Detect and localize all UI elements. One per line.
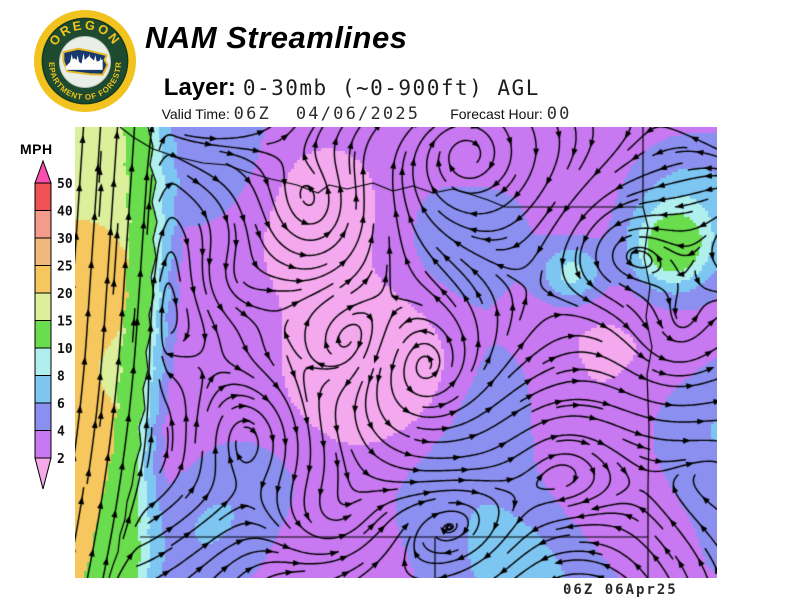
- legend-tick-label: 15: [57, 315, 73, 330]
- legend-band: [34, 210, 52, 239]
- legend-tick-label: 4: [57, 425, 65, 440]
- legend-band: [34, 320, 52, 349]
- odf-logo: OREGON DEPARTMENT OF FORESTRY: [33, 9, 137, 113]
- legend-tick-label: 20: [57, 287, 73, 302]
- legend-units-label: MPH: [20, 141, 53, 157]
- model-run-stamp: 06Z 06Apr25: [563, 582, 678, 598]
- legend-band: [34, 402, 52, 431]
- forest-trees-icon: [69, 53, 103, 67]
- legend-tick-label: 2: [57, 452, 65, 467]
- forecast-hour-value: 00: [546, 104, 572, 124]
- legend-tick-label: 30: [57, 232, 73, 247]
- time-line: Valid Time: 06Z 04/06/2025 Forecast Hour:…: [146, 88, 572, 140]
- wind-speed-legend: MPH 50 40 30 25 20 15 10 8 6 4 2: [10, 141, 94, 495]
- legend-tick-label: 10: [57, 342, 73, 357]
- valid-time-value: 06Z 04/06/2025: [233, 104, 421, 124]
- legend-band: [34, 237, 52, 266]
- legend-band: [34, 375, 52, 404]
- layer-value: 0-30mb (~0-900ft) AGL: [242, 76, 540, 100]
- layer-line: Layer: 0-30mb (~0-900ft) AGL: [146, 56, 540, 120]
- legend-tick-label: 8: [57, 370, 65, 385]
- legend-arrow-bottom: [34, 457, 52, 490]
- legend-tick-label: 6: [57, 397, 65, 412]
- legend-band: [34, 182, 52, 211]
- legend-band: [34, 430, 52, 459]
- page-title: NAM Streamlines: [145, 20, 408, 55]
- legend-tick-label: 25: [57, 260, 73, 275]
- layer-label: Layer:: [163, 74, 236, 101]
- legend-band: [34, 347, 52, 376]
- forecast-hour-label: Forecast Hour:: [450, 106, 547, 122]
- legend-tick-label: 40: [57, 205, 73, 220]
- legend-band: [34, 292, 52, 321]
- legend-band: [34, 265, 52, 294]
- streamline-map: [75, 127, 717, 578]
- legend-tick-label: 50: [57, 177, 73, 192]
- legend-color-scale: 50 40 30 25 20 15 10 8 6 4 2: [34, 159, 73, 490]
- legend-arrow-top: [34, 159, 52, 184]
- valid-time-label: Valid Time:: [161, 106, 234, 122]
